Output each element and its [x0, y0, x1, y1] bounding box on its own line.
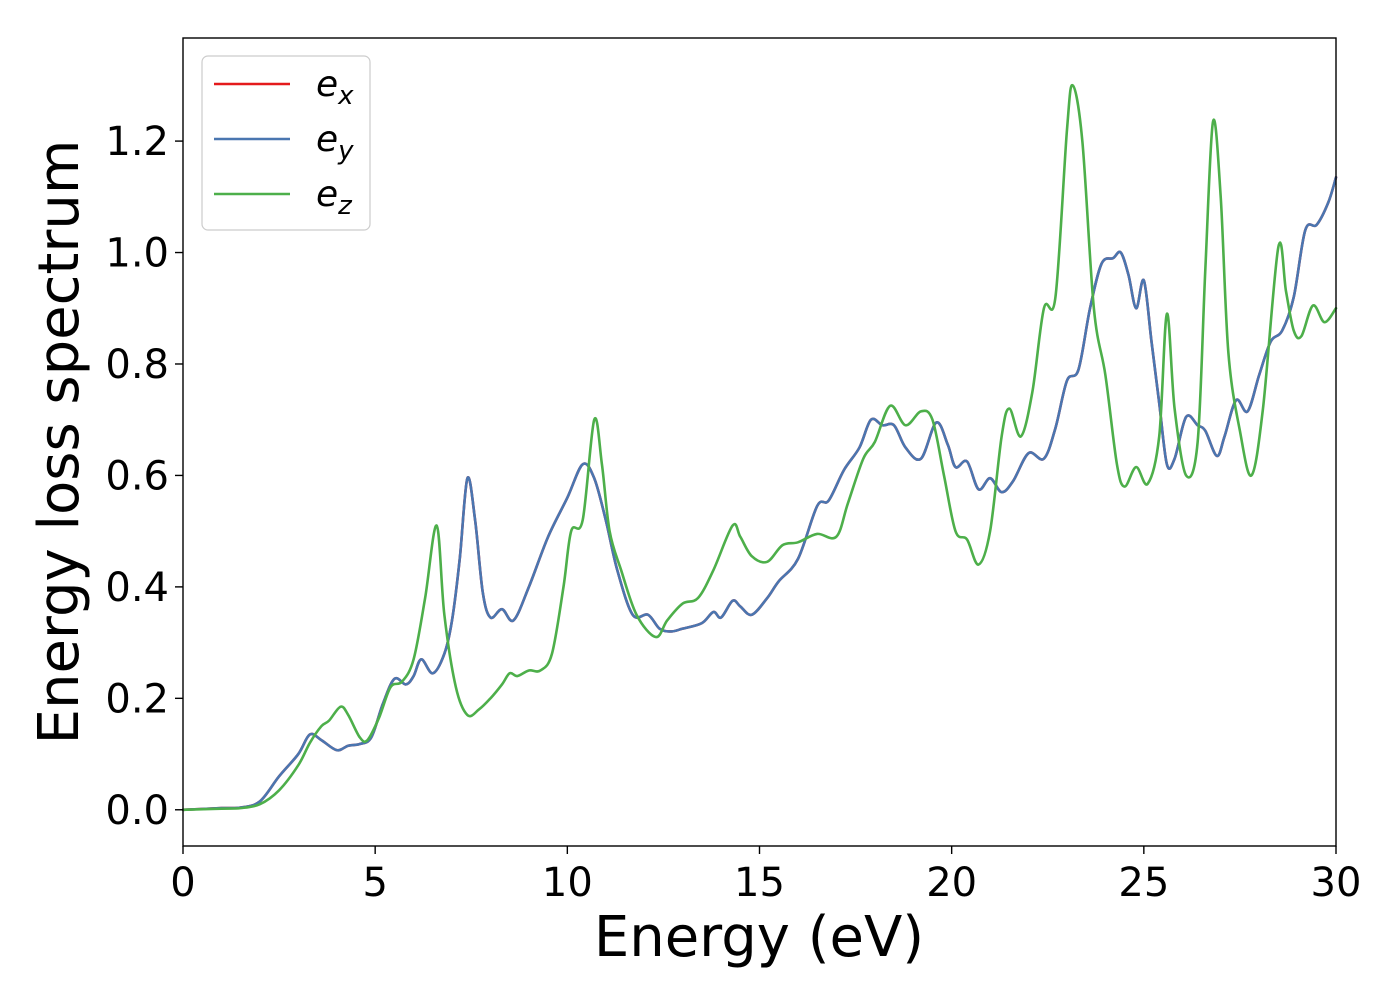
x-axis-title: Energy (eV) — [594, 905, 924, 970]
y-axis: 0.0 0.2 0.4 0.6 0.8 1.0 1.2 — [105, 119, 183, 834]
x-tick-label: 5 — [362, 860, 387, 906]
x-axis: 0 5 10 15 20 25 30 — [170, 846, 1361, 906]
series-layer — [181, 84, 1338, 812]
x-tick-label: 15 — [734, 860, 785, 906]
legend-label-z: ez — [316, 174, 353, 221]
series-line-x — [181, 176, 1338, 812]
series-line-z — [181, 84, 1338, 812]
x-tick-label: 0 — [170, 860, 195, 906]
y-tick-label: 0.6 — [105, 453, 169, 499]
y-tick-label: 1.2 — [105, 119, 169, 165]
x-tick-label: 20 — [926, 860, 977, 906]
y-tick-label: 0.0 — [105, 788, 169, 834]
y-tick-label: 0.8 — [105, 342, 169, 388]
series-line-y — [181, 176, 1338, 812]
y-tick-label: 0.2 — [105, 676, 169, 722]
y-tick-label: 0.4 — [105, 565, 169, 611]
y-axis-title: Energy loss spectrum — [27, 140, 92, 745]
x-tick-label: 10 — [542, 860, 593, 906]
y-tick-label: 1.0 — [105, 231, 169, 277]
x-tick-label: 25 — [1118, 860, 1169, 906]
legend-box — [201, 55, 371, 231]
x-tick-label: 30 — [1311, 860, 1362, 906]
legend-label-subscript: x — [337, 81, 354, 111]
legend-label-subscript: z — [337, 191, 353, 221]
legend-label-subscript: y — [337, 136, 354, 166]
